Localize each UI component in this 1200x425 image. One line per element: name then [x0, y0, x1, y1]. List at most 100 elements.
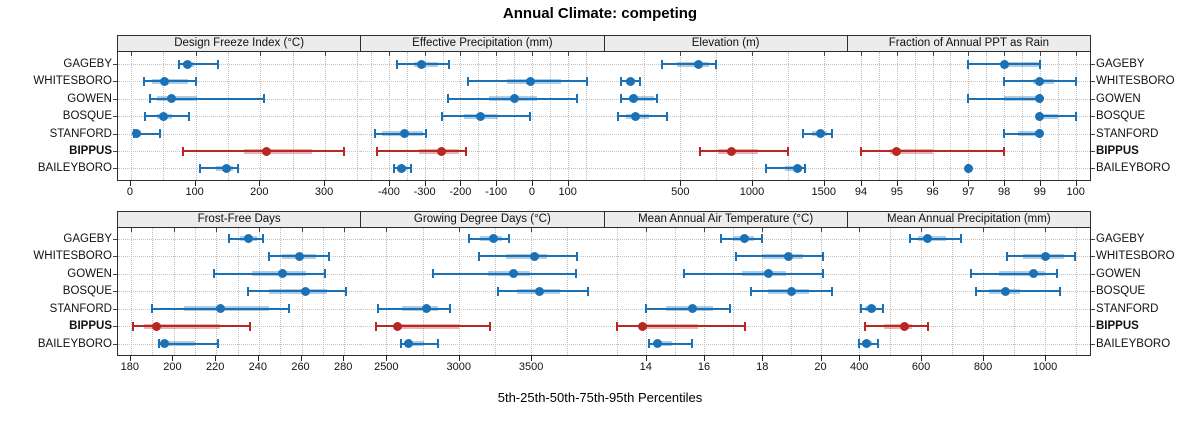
whisker-cap — [647, 339, 650, 348]
row-tick-right — [1091, 133, 1095, 135]
site-label-right-stanford: STANFORD — [1096, 302, 1159, 315]
axis-tick-top — [859, 228, 861, 232]
whisker-cap — [1003, 76, 1006, 86]
whisker-5th-95th — [179, 63, 219, 65]
site-label-left-gowen: GOWEN — [67, 267, 112, 280]
site-label-right-gageby: GAGEBY — [1096, 232, 1145, 245]
whisker-cap — [449, 304, 452, 313]
axis-tick-label: 96 — [926, 186, 939, 198]
whisker-cap — [644, 304, 647, 313]
axis-tick-top — [752, 52, 753, 56]
gridline-row — [360, 168, 604, 170]
whisker-5th-95th — [378, 307, 451, 310]
gridline-vertical — [357, 52, 359, 180]
axis-tick-bottom — [704, 356, 705, 361]
median-dot — [693, 59, 703, 69]
band-25th-75th — [883, 323, 912, 329]
whisker-cap — [735, 251, 738, 261]
median-dot — [1035, 129, 1045, 139]
band-25th-75th — [506, 253, 548, 259]
whisker-cap — [144, 111, 147, 121]
site-label-left-whitesboro: WHITESBORO — [33, 75, 112, 88]
axis-tick-bottom — [1039, 181, 1041, 186]
band-25th-75th — [1004, 96, 1040, 102]
whisker-cap — [860, 304, 863, 313]
axis-tick-bottom — [257, 356, 259, 361]
whisker-cap — [882, 304, 885, 313]
panel-strip-label: Frost-Free Days — [197, 213, 281, 225]
median-dot — [525, 76, 535, 86]
median-dot — [243, 234, 253, 243]
axis-tick-label: 220 — [205, 361, 225, 373]
row-tick-left — [113, 168, 117, 170]
site-label-right-bosque: BOSQUE — [1096, 285, 1146, 297]
gridline-row — [603, 98, 847, 100]
whisker-cap — [574, 269, 577, 278]
whisker-cap — [860, 146, 863, 156]
site-label-right-gowen: GOWEN — [1096, 92, 1141, 105]
whisker-5th-95th — [618, 115, 668, 118]
whisker-cap — [960, 234, 963, 243]
site-label-left-stanford: STANFORD — [49, 127, 112, 140]
axis-tick-bottom — [1004, 181, 1006, 186]
axis-tick-bottom — [921, 356, 923, 361]
gridline-vertical — [950, 52, 952, 180]
axis-tick-top — [1075, 52, 1077, 56]
axis-tick-label: 14 — [639, 361, 652, 373]
gridline-row — [603, 168, 847, 170]
axis-tick-top — [680, 52, 682, 56]
axis-tick-top — [460, 52, 462, 56]
gridline-row — [360, 343, 604, 345]
whisker-cap — [149, 94, 152, 104]
whisker-cap — [765, 163, 768, 173]
axis-tick-bottom — [680, 181, 682, 186]
axis-tick-top — [260, 52, 262, 56]
gridline-row — [846, 133, 1090, 135]
median-dot — [1035, 94, 1045, 104]
axis-tick-bottom — [386, 356, 388, 361]
whisker-cap — [682, 269, 685, 278]
band-25th-75th — [998, 271, 1046, 276]
gridline-vertical — [406, 52, 408, 180]
axis-tick-label: 1000 — [739, 186, 765, 198]
median-dot — [631, 111, 640, 121]
whisker-cap — [822, 269, 825, 278]
site-label-right-whitesboro: WHITESBORO — [1096, 250, 1175, 262]
whisker-5th-95th — [861, 150, 1005, 152]
gridline-row — [846, 308, 1090, 310]
axis-tick-bottom — [259, 181, 261, 186]
site-label-left-bosque: BOSQUE — [62, 110, 112, 123]
site-label-right-bippus: BIPPUS — [1096, 145, 1139, 157]
site-label-left-bippus: BIPPUS — [69, 145, 112, 157]
row-tick-right — [1091, 64, 1095, 65]
row-tick-left — [113, 326, 117, 327]
gridline-row — [360, 308, 604, 310]
row-tick-left — [113, 64, 117, 65]
axis-tick-label: 240 — [248, 361, 268, 373]
site-label-right-stanford: STANFORD — [1096, 127, 1159, 140]
axis-tick-bottom — [424, 181, 426, 186]
median-dot — [509, 269, 519, 278]
whisker-cap — [639, 76, 642, 86]
band-25th-75th — [717, 148, 758, 154]
panel-strip-label: Elevation (m) — [691, 37, 760, 49]
row-tick-left — [113, 116, 117, 118]
band-25th-75th — [654, 341, 672, 346]
band-25th-75th — [639, 323, 699, 329]
band-25th-75th — [889, 148, 933, 154]
site-label-right-baileyboro: BAILEYBORO — [1096, 162, 1171, 175]
axis-tick-label: -300 — [413, 186, 436, 198]
band-25th-75th — [628, 96, 654, 102]
whisker-5th-95th — [621, 97, 658, 100]
axis-tick-label: 200 — [163, 361, 182, 373]
median-dot — [158, 111, 168, 121]
band-25th-75th — [402, 306, 439, 311]
axis-tick-bottom — [1045, 356, 1047, 361]
axis-tick-label: 3500 — [518, 361, 544, 373]
gridline-vertical — [1004, 52, 1006, 180]
axis-tick-bottom — [194, 181, 196, 186]
axis-tick-top — [1045, 228, 1047, 232]
whisker-5th-95th — [910, 237, 962, 240]
whisker-cap — [876, 339, 879, 348]
